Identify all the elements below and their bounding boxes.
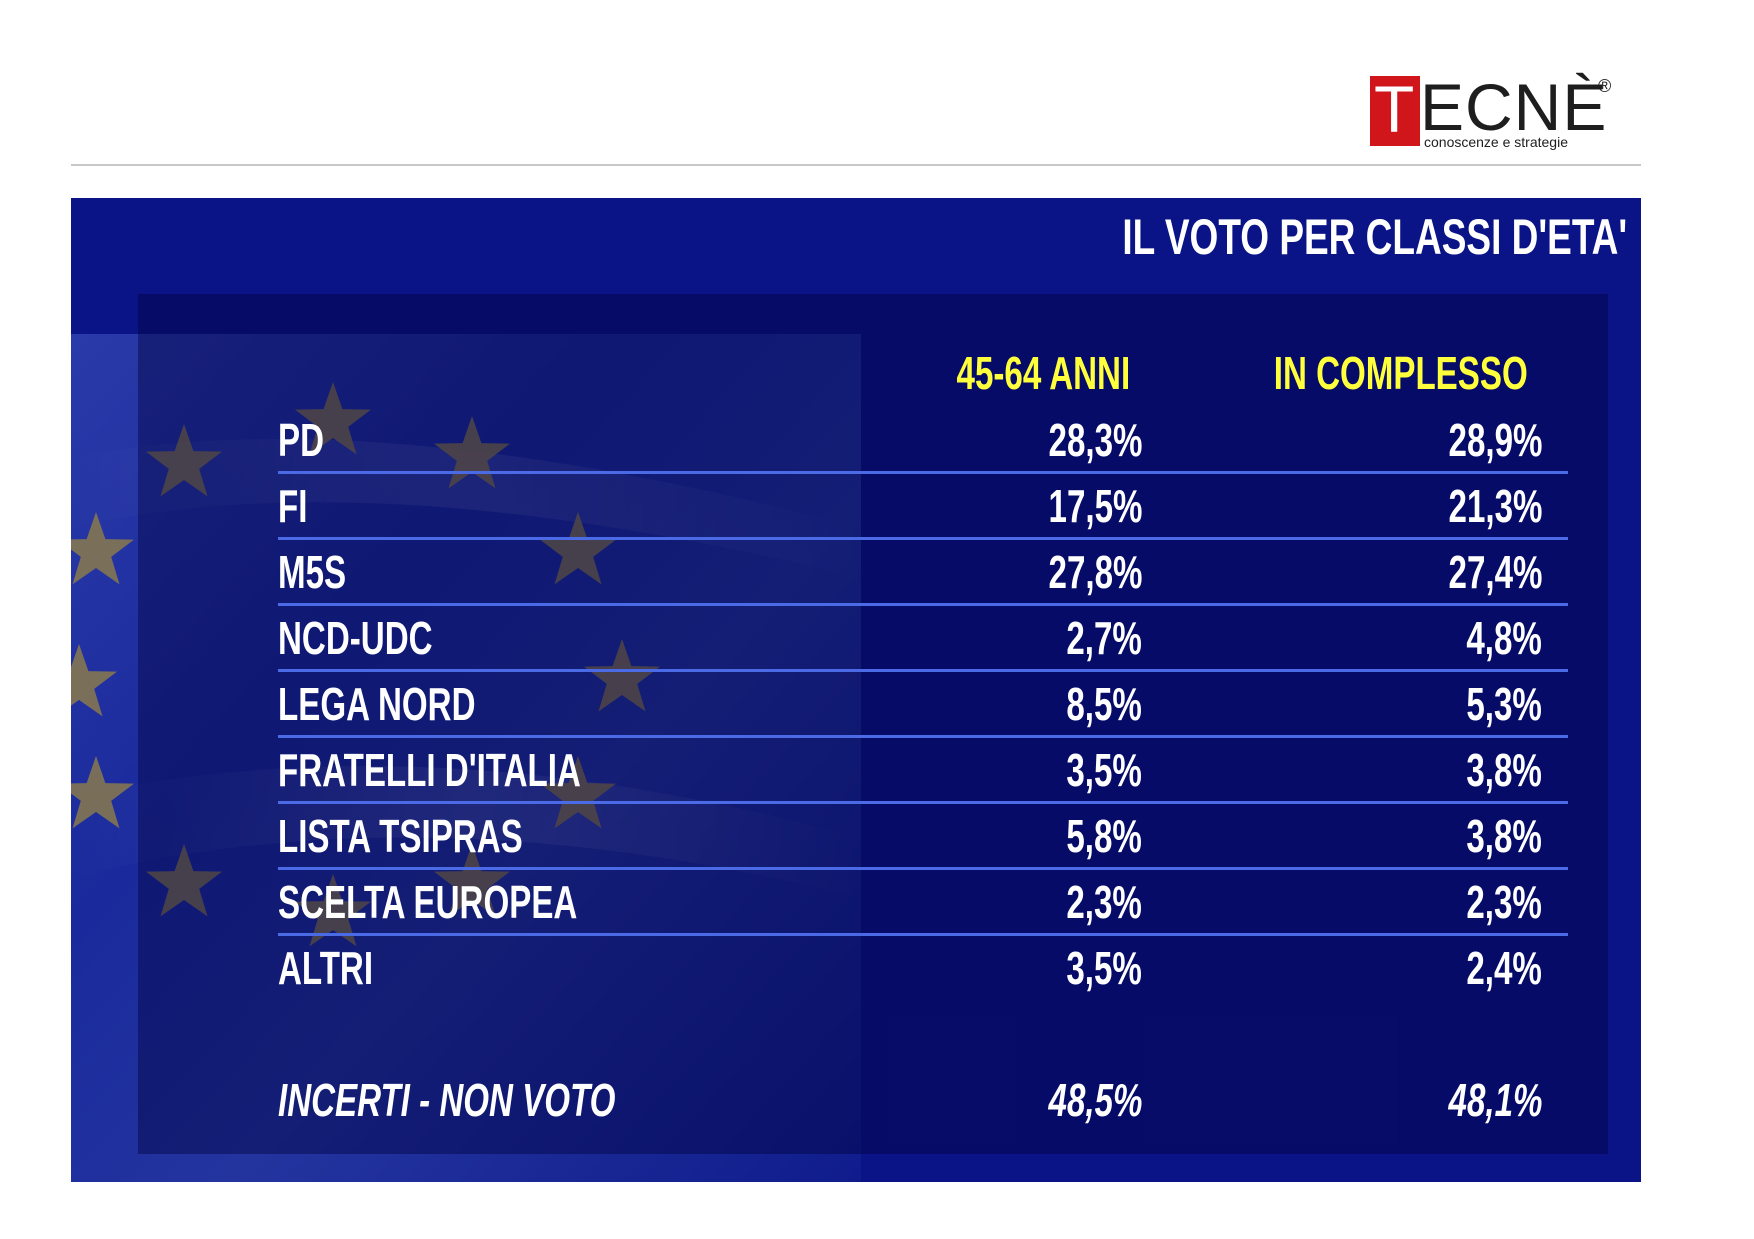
flag-star-icon: [71, 512, 134, 585]
value-45-64: 8,5%: [1066, 678, 1142, 730]
value-total: 2,3%: [1466, 876, 1542, 928]
table-row: FI 17,5% 21,3%: [278, 474, 1568, 540]
value-45-64: 2,7%: [1066, 612, 1142, 664]
column-header-total: IN COMPLESSO: [1274, 347, 1528, 399]
row-divider: [278, 735, 1568, 738]
column-header-45-64: 45-64 ANNI: [956, 347, 1130, 399]
value-45-64: 17,5%: [1048, 480, 1142, 532]
flag-star-icon: [146, 844, 222, 917]
row-divider: [278, 867, 1568, 870]
flag-star-icon: [434, 416, 510, 489]
row-divider: [278, 537, 1568, 540]
value-total: 3,8%: [1466, 744, 1542, 796]
header-divider: [71, 164, 1641, 166]
flag-star-icon: [295, 382, 371, 455]
undecided-label: INCERTI - NON VOTO: [278, 1074, 616, 1126]
party-label: SCELTA EUROPEA: [278, 876, 578, 928]
row-divider: [278, 471, 1568, 474]
table-row: LEGA NORD 8,5% 5,3%: [278, 672, 1568, 738]
flag-star-icon: [71, 644, 117, 717]
logo-wordmark: ECNÈ: [1420, 70, 1608, 144]
party-label: LISTA TSIPRAS: [278, 810, 523, 862]
party-label: NCD-UDC: [278, 612, 433, 664]
logo-red-box: T: [1370, 72, 1420, 146]
flag-star-icon: [71, 756, 134, 829]
table-row-undecided: INCERTI - NON VOTO 48,5% 48,1%: [278, 1068, 1568, 1134]
value-total: 28,9%: [1448, 414, 1542, 466]
value-total: 4,8%: [1466, 612, 1542, 664]
value-45-64: 3,5%: [1066, 744, 1142, 796]
undecided-value-45-64: 48,5%: [1048, 1074, 1142, 1126]
row-divider: [278, 603, 1568, 606]
undecided-value-total: 48,1%: [1448, 1074, 1542, 1126]
table-row: ALTRI 3,5% 2,4%: [278, 936, 1568, 1002]
value-45-64: 28,3%: [1048, 414, 1142, 466]
flag-star-icon: [295, 874, 371, 947]
table-row: M5S 27,8% 27,4%: [278, 540, 1568, 606]
results-panel: IL VOTO PER CLASSI D'ETA' 45-64 ANNI IN …: [71, 198, 1641, 1182]
table-row: NCD-UDC 2,7% 4,8%: [278, 606, 1568, 672]
table-row: LISTA TSIPRAS 5,8% 3,8%: [278, 804, 1568, 870]
logo-initial: T: [1374, 72, 1415, 146]
value-45-64: 27,8%: [1048, 546, 1142, 598]
value-total: 3,8%: [1466, 810, 1542, 862]
logo-tagline: conoscenze e strategie: [1424, 134, 1568, 150]
party-label: FRATELLI D'ITALIA: [278, 744, 581, 796]
chart-title: IL VOTO PER CLASSI D'ETA': [1122, 209, 1627, 265]
flag-star-icon: [434, 844, 510, 917]
party-label: FI: [278, 480, 308, 532]
table-row: SCELTA EUROPEA 2,3% 2,3%: [278, 870, 1568, 936]
value-total: 21,3%: [1448, 480, 1542, 532]
party-label: ALTRI: [278, 942, 374, 994]
party-label: PD: [278, 414, 325, 466]
value-total: 2,4%: [1466, 942, 1542, 994]
value-total: 5,3%: [1466, 678, 1542, 730]
table-backdrop: [138, 294, 1608, 1154]
table-row: PD 28,3% 28,9%: [278, 408, 1568, 474]
flag-star-icon: [584, 639, 660, 712]
party-label: LEGA NORD: [278, 678, 476, 730]
row-divider: [278, 801, 1568, 804]
flag-star-icon: [146, 424, 222, 497]
value-45-64: 3,5%: [1066, 942, 1142, 994]
table-row: FRATELLI D'ITALIA 3,5% 3,8%: [278, 738, 1568, 804]
row-divider: [278, 669, 1568, 672]
flag-star-icon: [540, 756, 616, 829]
eu-flag-background: [71, 334, 861, 1182]
value-45-64: 5,8%: [1066, 810, 1142, 862]
row-divider: [278, 933, 1568, 936]
flag-star-icon: [540, 512, 616, 585]
value-total: 27,4%: [1448, 546, 1542, 598]
value-45-64: 2,3%: [1066, 876, 1142, 928]
tecne-logo: T ECNÈ ® conoscenze e strategie: [1370, 70, 1640, 154]
registered-mark: ®: [1598, 76, 1612, 96]
party-label: M5S: [278, 546, 347, 598]
